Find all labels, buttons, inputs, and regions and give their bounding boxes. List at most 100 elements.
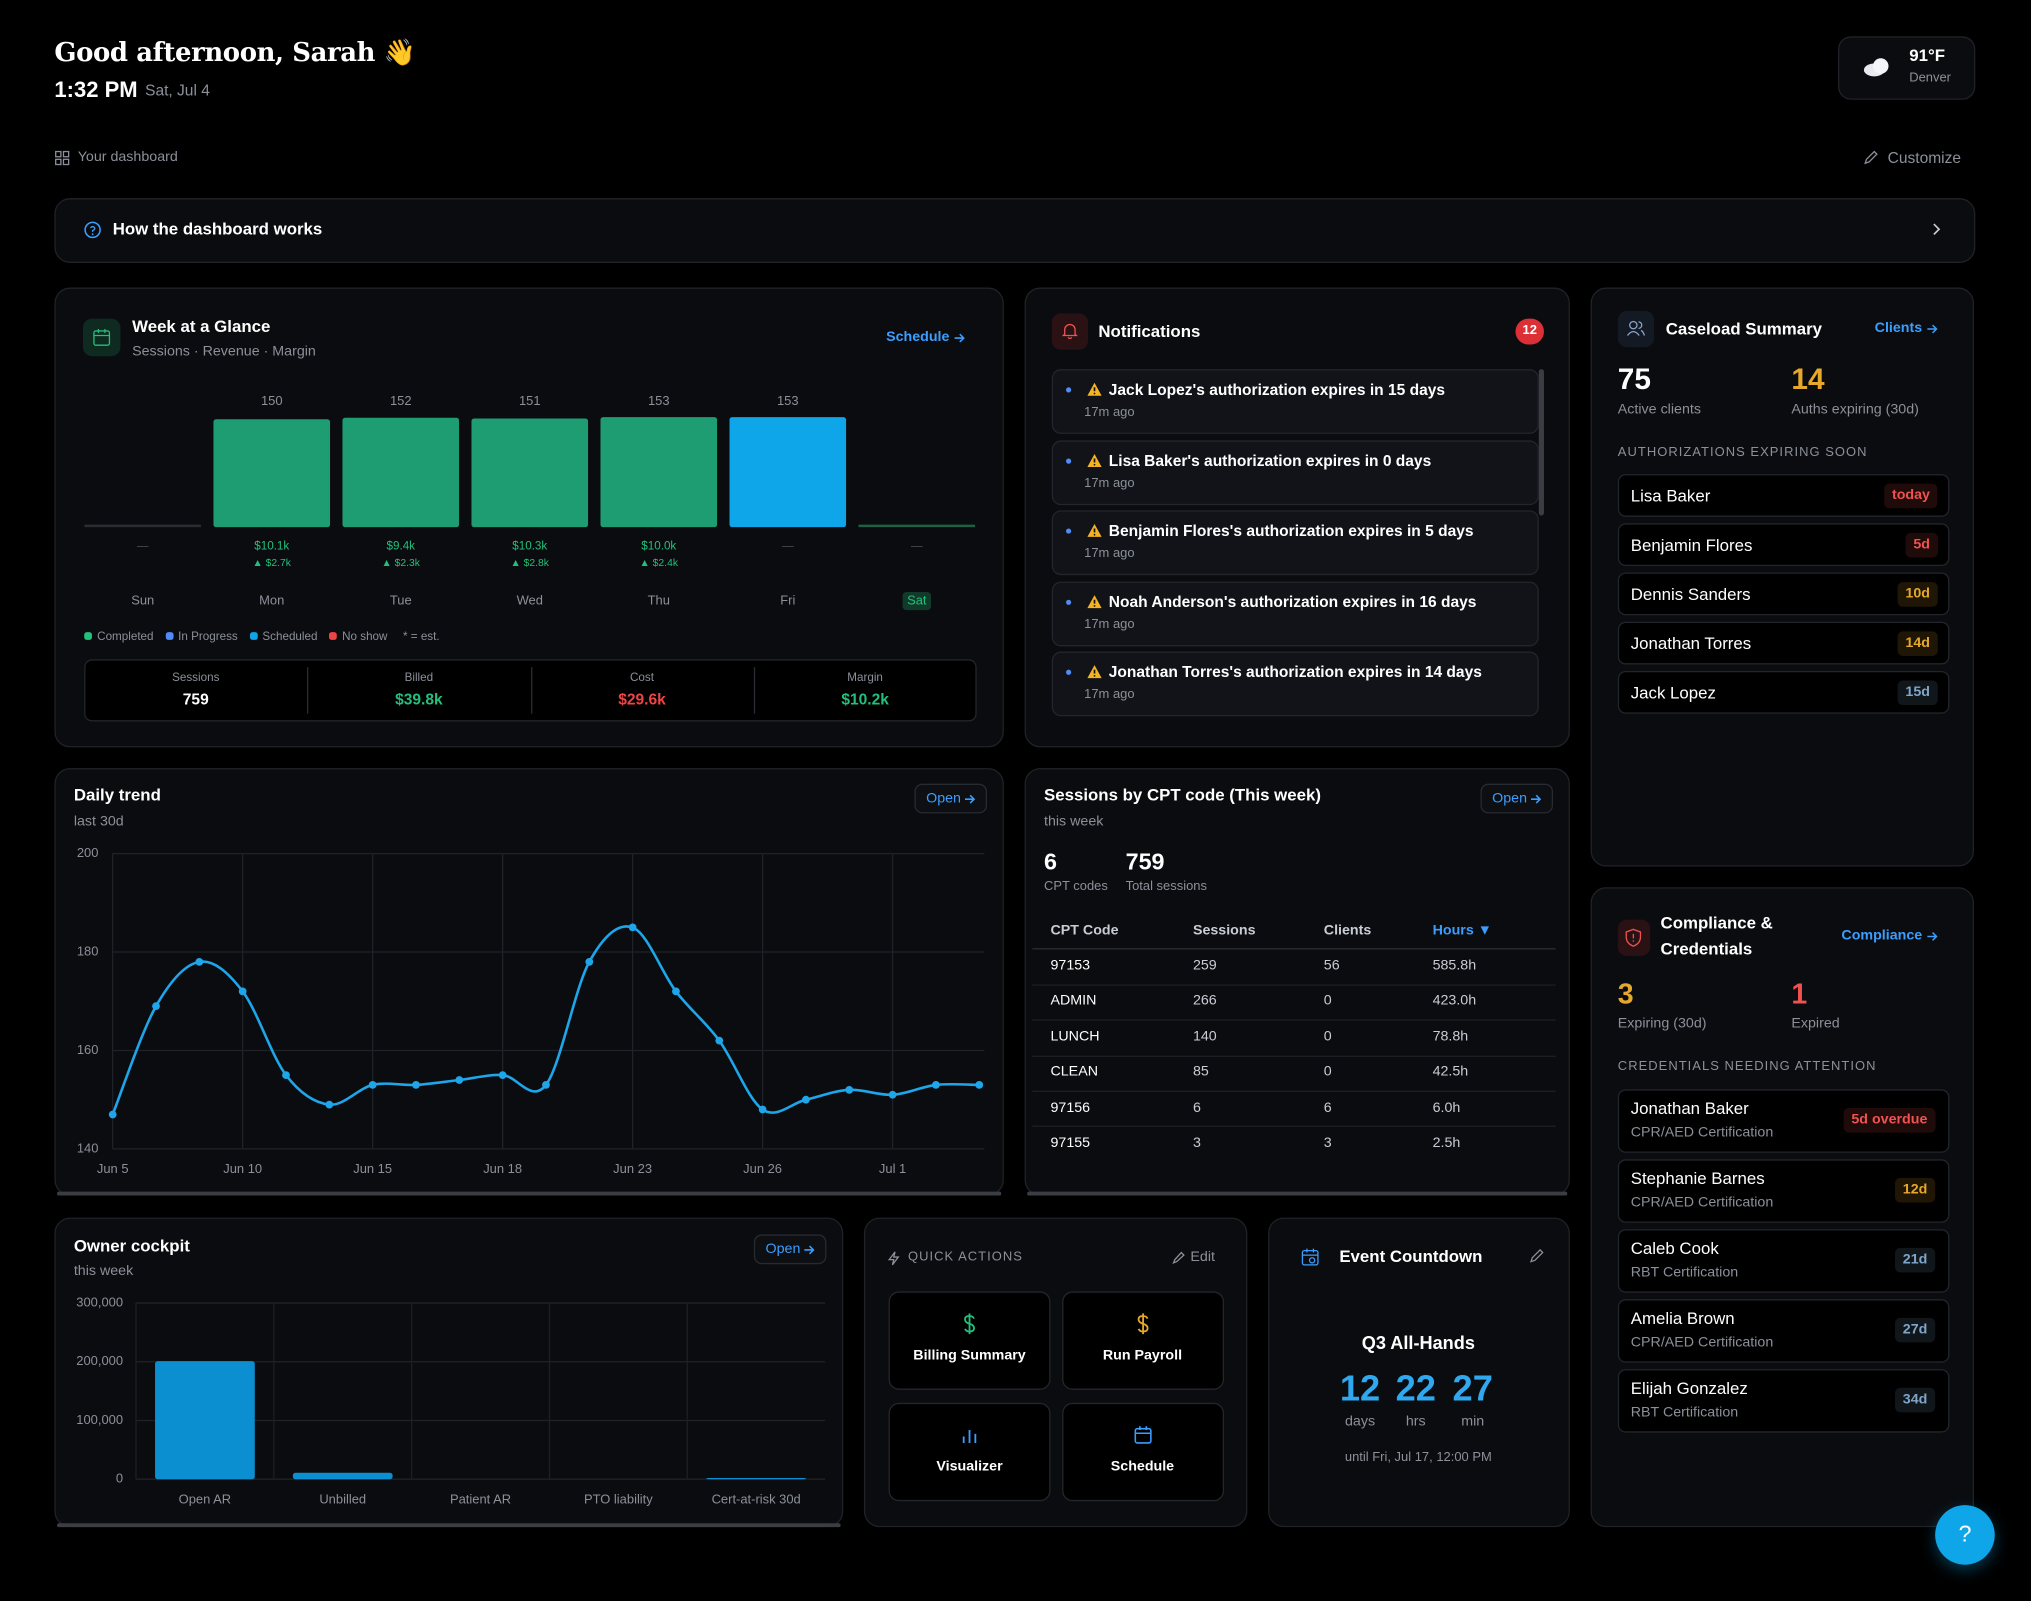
- quick-action[interactable]: [1061, 1291, 1224, 1390]
- notification-text: Noah Anderson's authorization expires in…: [1108, 592, 1477, 611]
- arrow-icon: [804, 1245, 815, 1255]
- panel-link[interactable]: Schedule: [886, 329, 950, 346]
- help-banner[interactable]: [54, 198, 1976, 263]
- notification-item[interactable]: [1051, 369, 1539, 434]
- panel-link[interactable]: Clients: [1874, 320, 1923, 337]
- client-row[interactable]: [1617, 474, 1950, 517]
- credential-row[interactable]: [1617, 1369, 1950, 1433]
- panel: [54, 768, 1004, 1196]
- legend-item: In Progress: [165, 630, 238, 642]
- legend-item: No show: [329, 630, 387, 642]
- notification-item[interactable]: [1051, 580, 1539, 646]
- panel-title: Notifications: [1098, 321, 1201, 341]
- icon-part: [1093, 533, 1096, 536]
- icon-part: [962, 1429, 977, 1443]
- section-title: CREDENTIALS NEEDING ATTENTION: [1617, 1059, 1877, 1074]
- staff-name: Elijah Gonzalez: [1630, 1378, 1748, 1398]
- open-button-label[interactable]: Open: [1492, 790, 1528, 807]
- table-cell: 3: [1192, 1135, 1201, 1151]
- client-name: Dennis Sanders: [1630, 583, 1751, 604]
- row-separator: [1032, 1125, 1556, 1128]
- icon-part: [1133, 1427, 1151, 1444]
- table-cell: 140: [1192, 1028, 1217, 1045]
- icon-part: [93, 330, 111, 346]
- notification-item[interactable]: [1051, 510, 1539, 576]
- client-row[interactable]: [1617, 572, 1950, 616]
- notification-item[interactable]: [1051, 651, 1539, 717]
- countdown-unit: days: [1344, 1413, 1376, 1430]
- table-cell: LUNCH: [1050, 1028, 1100, 1045]
- table-cell: 0: [1323, 993, 1332, 1009]
- help-button[interactable]: [1935, 1505, 1995, 1565]
- client-row[interactable]: [1617, 621, 1950, 665]
- icon-part: [964, 794, 976, 804]
- client-row[interactable]: [1617, 670, 1950, 714]
- credential-badge: 12d: [1895, 1177, 1936, 1203]
- stats-divider: [753, 667, 755, 714]
- table-cell: 97153: [1050, 957, 1091, 974]
- action-label[interactable]: Visualizer: [936, 1458, 1003, 1474]
- table-cell: CLEAN: [1050, 1064, 1098, 1080]
- legend-item: Scheduled: [249, 629, 318, 643]
- credential-row[interactable]: [1617, 1299, 1950, 1363]
- table-cell: 6: [1323, 1099, 1332, 1116]
- table-cell: 6.0h: [1432, 1099, 1461, 1116]
- table-header[interactable]: CPT Code: [1050, 922, 1119, 939]
- notification-time: 17m ago: [1084, 476, 1135, 491]
- table-cell: 259: [1192, 957, 1217, 974]
- panel-subtitle: last 30d: [73, 813, 124, 830]
- action-label[interactable]: Run Payroll: [1102, 1347, 1183, 1364]
- action-label[interactable]: Billing Summary: [913, 1347, 1026, 1364]
- action-label[interactable]: Schedule: [1110, 1458, 1175, 1474]
- open-button[interactable]: [753, 1234, 827, 1265]
- quick-action[interactable]: [1061, 1402, 1224, 1501]
- unread-dot: [1066, 599, 1072, 605]
- notification-item[interactable]: [1051, 439, 1539, 505]
- credential-row[interactable]: [1617, 1089, 1950, 1153]
- icon-part: [1927, 932, 1938, 941]
- stat-value: 6: [1043, 848, 1057, 875]
- panel-subtitle: this week: [73, 1263, 134, 1279]
- icon-part: [954, 333, 965, 343]
- action-icon: [962, 1429, 977, 1443]
- quick-action[interactable]: [888, 1402, 1051, 1501]
- stat-label: Total sessions: [1125, 879, 1207, 894]
- credential-name: RBT Certification: [1630, 1404, 1739, 1421]
- client-row[interactable]: [1617, 523, 1950, 567]
- grid-icon: [55, 150, 70, 166]
- table-header[interactable]: Clients: [1323, 922, 1372, 939]
- icon-part: [1172, 1251, 1185, 1265]
- open-button[interactable]: [1480, 783, 1554, 814]
- panel-title: Sessions by CPT code (This week): [1043, 785, 1321, 805]
- panel-title: Caseload Summary: [1665, 318, 1823, 339]
- table-header[interactable]: Hours ▼: [1432, 922, 1492, 939]
- notification-time: 17m ago: [1084, 687, 1135, 703]
- stat-label: CPT codes: [1043, 879, 1108, 894]
- open-button-label[interactable]: Open: [926, 790, 961, 807]
- open-button-label[interactable]: Open: [765, 1241, 801, 1257]
- arrow-icon: [1927, 932, 1938, 941]
- date: Sat, Jul 4: [145, 81, 210, 100]
- open-button[interactable]: [914, 783, 988, 814]
- quick-action[interactable]: [888, 1291, 1051, 1390]
- table-cell: 3: [1323, 1135, 1332, 1151]
- table-cell: 423.0h: [1432, 993, 1477, 1009]
- pencil-icon: [1529, 1249, 1544, 1263]
- bolt-icon: [887, 1251, 900, 1266]
- customize[interactable]: Customize: [1887, 148, 1962, 167]
- legend-swatch: [165, 632, 173, 640]
- panel-link[interactable]: Compliance: [1841, 927, 1923, 944]
- countdown-value: 27: [1452, 1368, 1493, 1409]
- credential-badge: 34d: [1895, 1387, 1936, 1413]
- legend-label: Scheduled: [262, 629, 318, 643]
- credential-row[interactable]: [1617, 1229, 1950, 1293]
- edit-link[interactable]: Edit: [1190, 1249, 1215, 1265]
- credential-row[interactable]: [1617, 1159, 1950, 1223]
- stats-divider: [530, 667, 532, 714]
- stat-label: Margin: [847, 670, 883, 684]
- credential-badge: 21d: [1895, 1247, 1936, 1273]
- table-cell: 2.5h: [1432, 1135, 1461, 1151]
- table-header[interactable]: Sessions: [1192, 922, 1256, 939]
- help-button-label[interactable]: ?: [1958, 1520, 1972, 1547]
- warning-icon: [1087, 523, 1102, 537]
